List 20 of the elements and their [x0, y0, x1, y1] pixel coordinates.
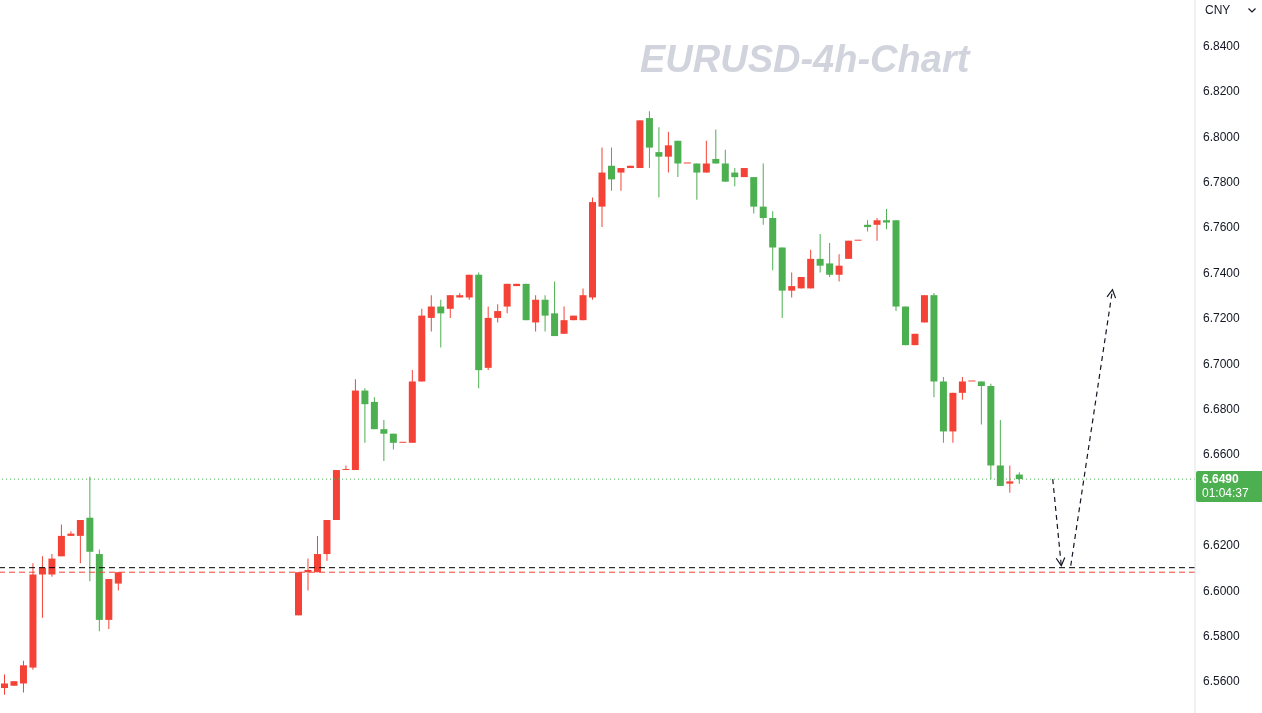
y-tick-label: 6.8200	[1203, 84, 1241, 99]
y-tick-label: 6.7800	[1203, 174, 1241, 189]
y-tick-label: 6.6800	[1203, 401, 1241, 416]
y-tick-label: 6.6200	[1203, 538, 1241, 553]
y-axis-title: CNY	[1205, 3, 1231, 17]
y-tick-label: 6.6000	[1203, 583, 1241, 598]
text: 01:04:37	[1202, 486, 1250, 501]
candlestick	[977, 381, 985, 425]
candlestick	[655, 127, 663, 198]
y-tick-label: 6.7200	[1203, 311, 1241, 326]
y-tick-label: 6.7000	[1203, 356, 1241, 371]
y-tick-label: 6.8000	[1203, 129, 1241, 144]
candlestick	[1006, 465, 1014, 493]
y-tick-label: 6.7600	[1203, 220, 1241, 235]
y-tick-label: 6.8400	[1203, 38, 1241, 53]
ref-line-label: 6.6490	[1202, 472, 1240, 487]
y-tick-label: 6.6600	[1203, 447, 1241, 462]
y-tick-label: 6.5600	[1203, 674, 1241, 689]
y-tick-label: 6.7400	[1203, 265, 1241, 280]
y-tick-label: 6.5800	[1203, 629, 1241, 644]
